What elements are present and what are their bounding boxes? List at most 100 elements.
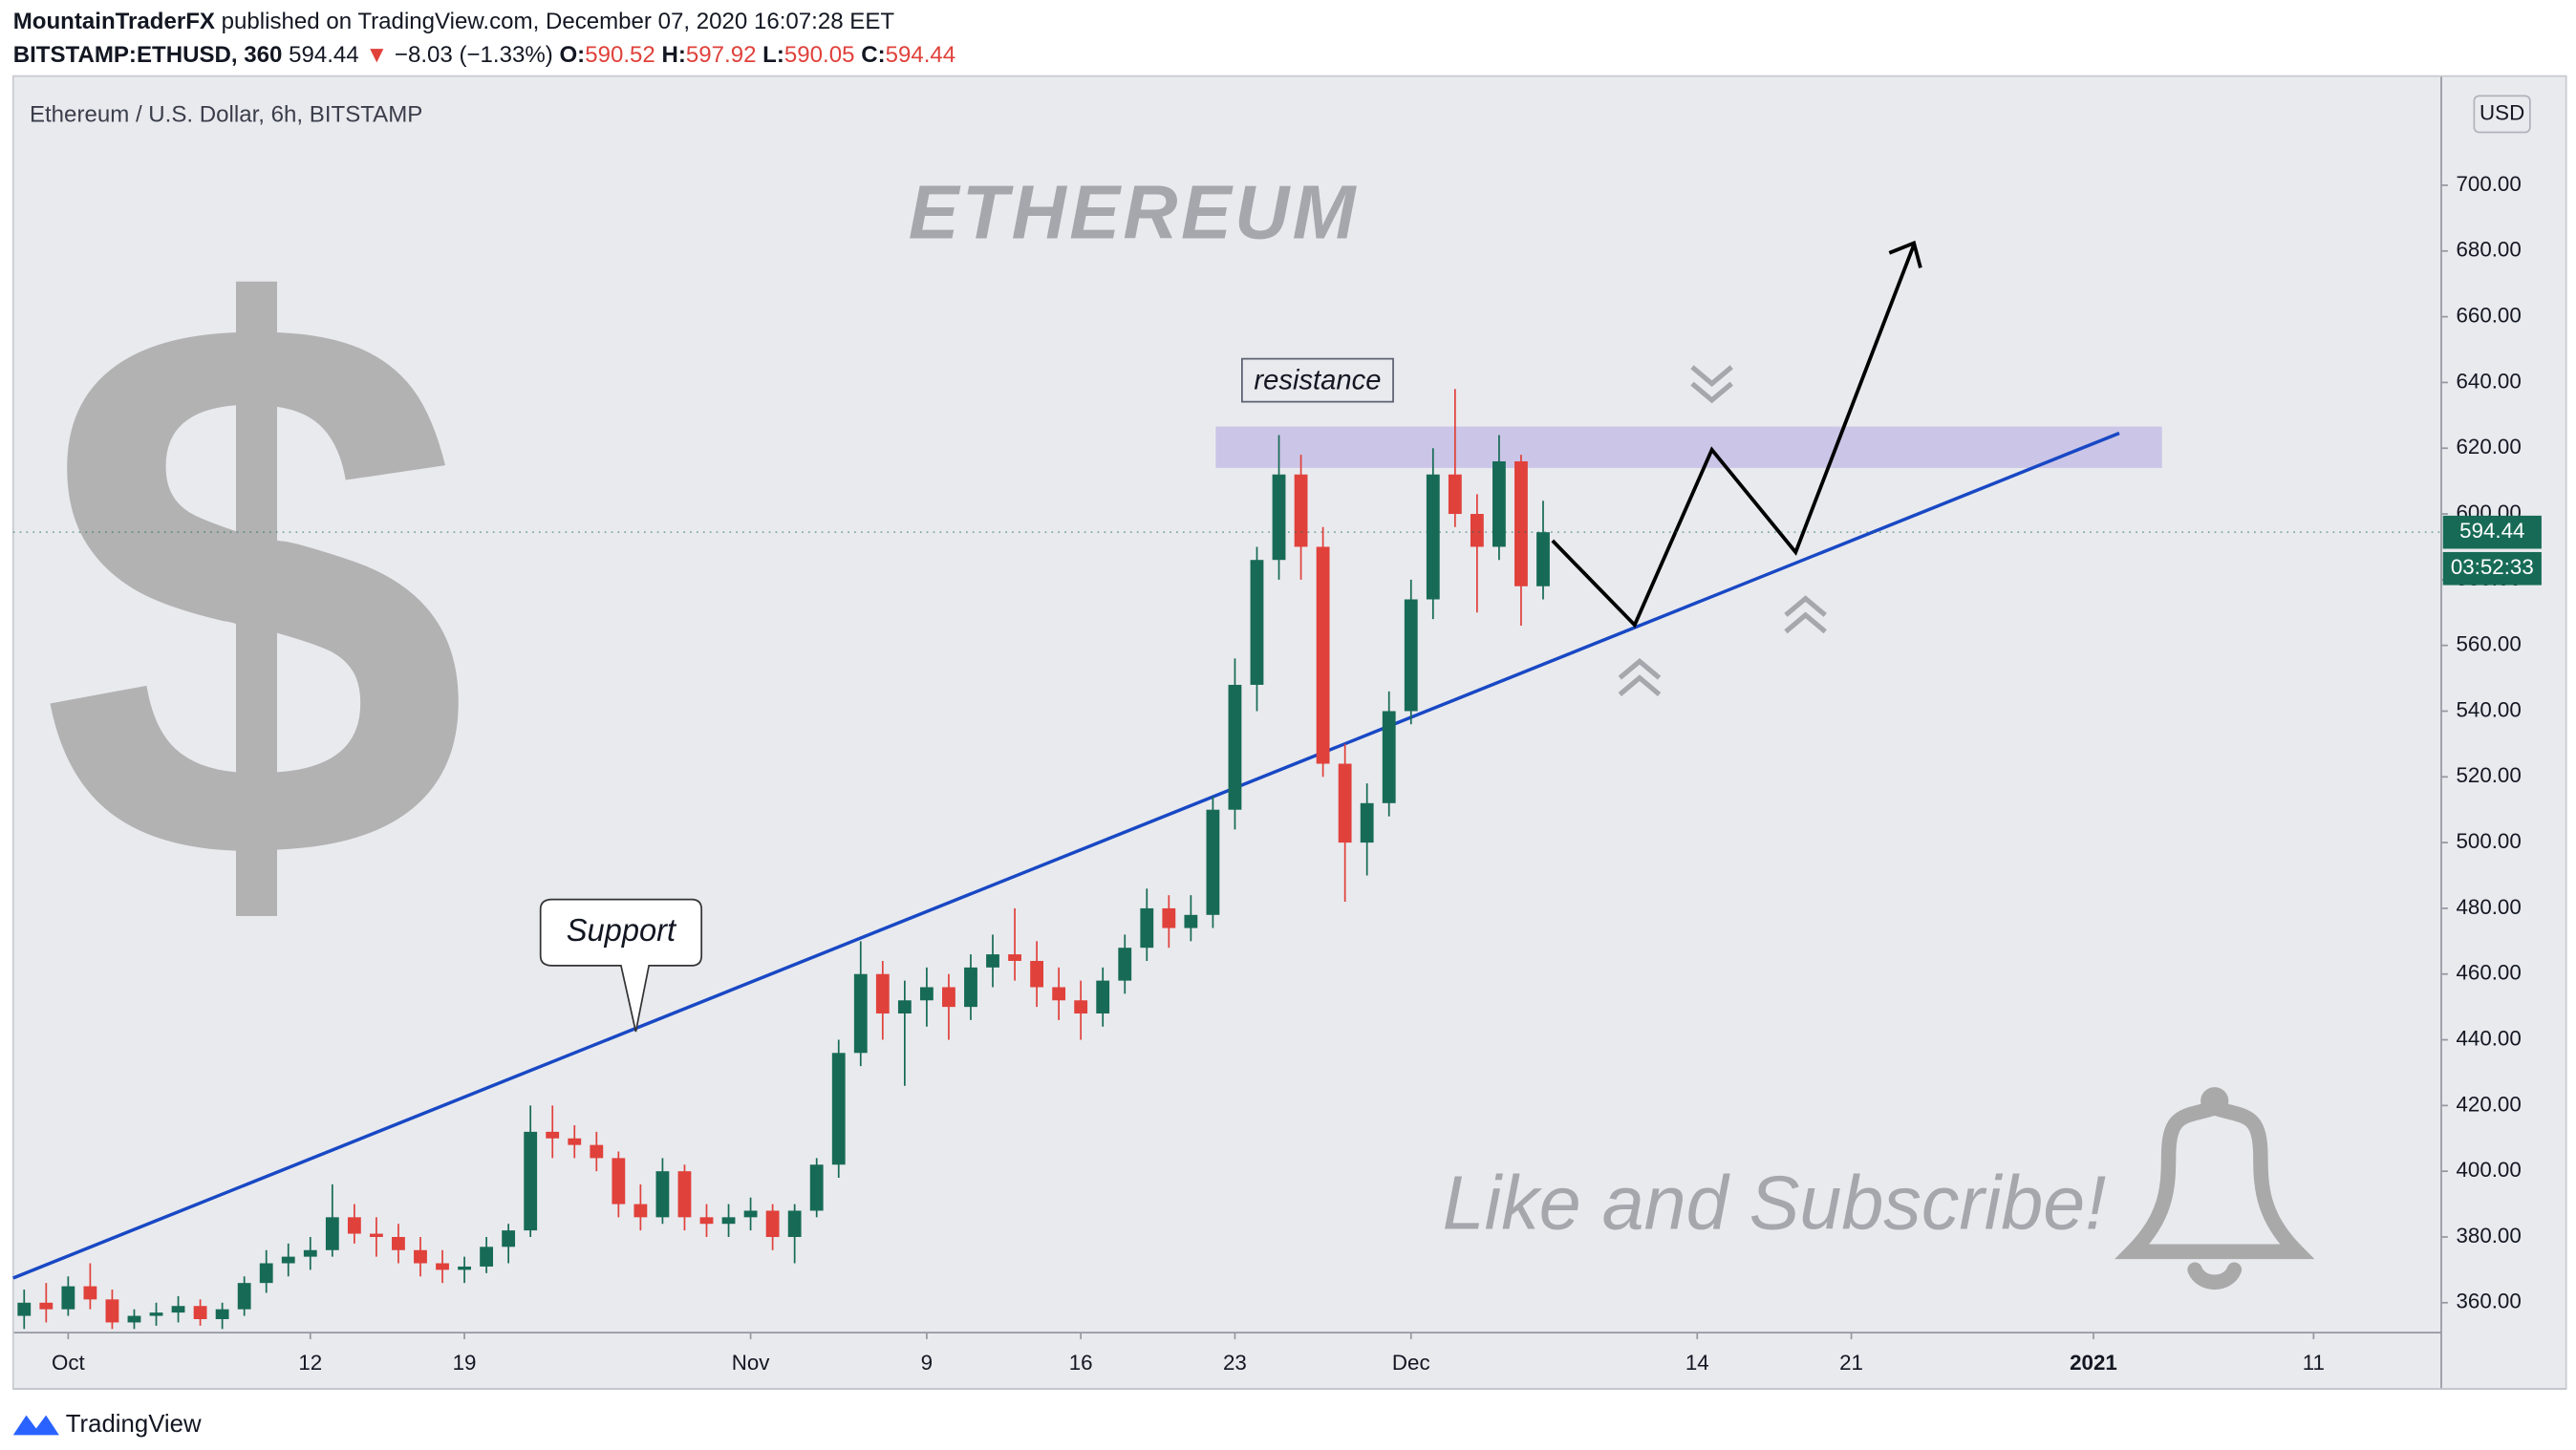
candle-body <box>1228 684 1242 810</box>
candle-body <box>1382 711 1396 803</box>
candle-body <box>1008 954 1021 961</box>
y-tick-label: 560.00 <box>2456 632 2521 656</box>
candle-body <box>1492 460 1506 547</box>
candle-body <box>765 1210 780 1237</box>
candle-body <box>677 1171 692 1218</box>
x-tick-label: 19 <box>453 1351 477 1375</box>
x-axis: Oct 12 19 Nov 9 16 23 Dec 14 21 2021 11 <box>52 1333 2325 1375</box>
resistance-label-box <box>1240 357 1394 403</box>
symbol: BITSTAMP:ETHUSD, 360 <box>13 42 283 68</box>
cta: Like and Subscribe! <box>1443 1160 2107 1245</box>
y-tick-label: 640.00 <box>2456 369 2521 393</box>
candle-body <box>612 1158 626 1205</box>
l-label: L: <box>762 42 784 68</box>
y-tick-label: 680.00 <box>2456 238 2521 262</box>
candle-body <box>1206 809 1220 915</box>
bell-icon <box>2114 1087 2315 1290</box>
candle-body <box>237 1283 251 1310</box>
candle-body <box>458 1266 471 1270</box>
projection-path <box>1551 244 1916 629</box>
candle-body <box>699 1217 714 1225</box>
candle-body <box>897 1000 912 1014</box>
candle-body <box>633 1204 648 1218</box>
candle-body <box>853 973 868 1054</box>
author: MountainTraderFX <box>13 10 215 35</box>
candle-body <box>1250 560 1264 685</box>
candle-body <box>721 1217 736 1225</box>
candle-body <box>39 1302 54 1310</box>
currency: USD <box>2479 100 2524 124</box>
c-label: C: <box>861 42 885 68</box>
o: 590.52 <box>585 42 655 68</box>
candle-body <box>171 1306 185 1313</box>
x-tick-label: Oct <box>52 1351 86 1375</box>
candle-body <box>1052 987 1066 1001</box>
candle-body <box>1140 907 1154 949</box>
candle-body <box>1162 907 1176 928</box>
candle-body <box>1360 802 1374 843</box>
candle-body <box>1074 1000 1088 1014</box>
x-tick-label: 11 <box>2303 1351 2325 1375</box>
y-tick-label: 620.00 <box>2456 435 2521 458</box>
candle-body <box>546 1131 560 1139</box>
y-tick-label: 660.00 <box>2456 303 2521 327</box>
last-price-tag <box>2442 515 2542 549</box>
candle-body <box>502 1230 516 1247</box>
candle-body <box>193 1306 207 1319</box>
x-tick-label: 2021 <box>2070 1351 2117 1375</box>
candle-body <box>1514 460 1528 586</box>
candle-body <box>831 1053 846 1165</box>
countdown-tag <box>2442 551 2542 586</box>
c: 594.44 <box>886 42 956 68</box>
time-axis-panel <box>12 1333 2442 1389</box>
candle-body <box>1118 948 1132 981</box>
dollar-icon: $ <box>40 155 469 1023</box>
candle-body <box>964 967 977 1008</box>
countdown: 03:52:33 <box>2451 555 2534 579</box>
x-tick-label: 9 <box>921 1351 933 1375</box>
candle-body <box>83 1286 97 1300</box>
y-tick-label: 540.00 <box>2456 697 2521 721</box>
candle-body <box>436 1263 449 1270</box>
price-axis-panel <box>2441 75 2566 1389</box>
x-tick-label: 12 <box>298 1351 322 1375</box>
candle-body <box>414 1249 427 1264</box>
candle-body <box>743 1210 758 1218</box>
plot-area <box>12 75 2442 1333</box>
candle-body <box>17 1302 32 1316</box>
candle-body <box>942 987 955 1008</box>
resistance-zone <box>1215 426 2162 468</box>
candle-body <box>1030 960 1044 988</box>
candle-body <box>303 1249 317 1257</box>
chevrons <box>1618 365 1827 696</box>
y-tick-label: 500.00 <box>2456 829 2521 853</box>
candle-body <box>986 954 999 968</box>
candle-body <box>149 1312 163 1316</box>
candle-body <box>1184 914 1198 928</box>
candle-body <box>1294 474 1308 547</box>
y-tick-label: 520.00 <box>2456 763 2521 787</box>
candle-body <box>1096 980 1110 1014</box>
tradingview-logo <box>12 1415 59 1436</box>
price: 594.44 <box>289 42 359 68</box>
h-label: H: <box>661 42 685 68</box>
candle-body <box>875 973 890 1014</box>
header-line: BITSTAMP:ETHUSD, 360 594.44 ▼ −8.03 (−1.… <box>13 42 955 68</box>
y-tick-label: 440.00 <box>2456 1026 2521 1050</box>
candle-body <box>61 1286 75 1310</box>
x-tick-label: 21 <box>1839 1351 1863 1375</box>
candle-body <box>809 1164 824 1211</box>
y-tick-label: 400.00 <box>2456 1158 2521 1182</box>
x-tick-label: 14 <box>1685 1351 1709 1375</box>
headline: ETHEREUM <box>909 169 1359 254</box>
currency-box <box>2473 95 2531 134</box>
candle-body <box>281 1256 295 1264</box>
candle-body <box>215 1309 229 1319</box>
support-callout <box>539 898 703 1033</box>
y-tick-label: 420.00 <box>2456 1092 2521 1116</box>
support-line <box>12 431 2120 1280</box>
published: published on TradingView.com, December 0… <box>222 10 895 35</box>
last-price-label: 594.44 <box>2459 519 2524 543</box>
candle-body <box>655 1171 670 1218</box>
